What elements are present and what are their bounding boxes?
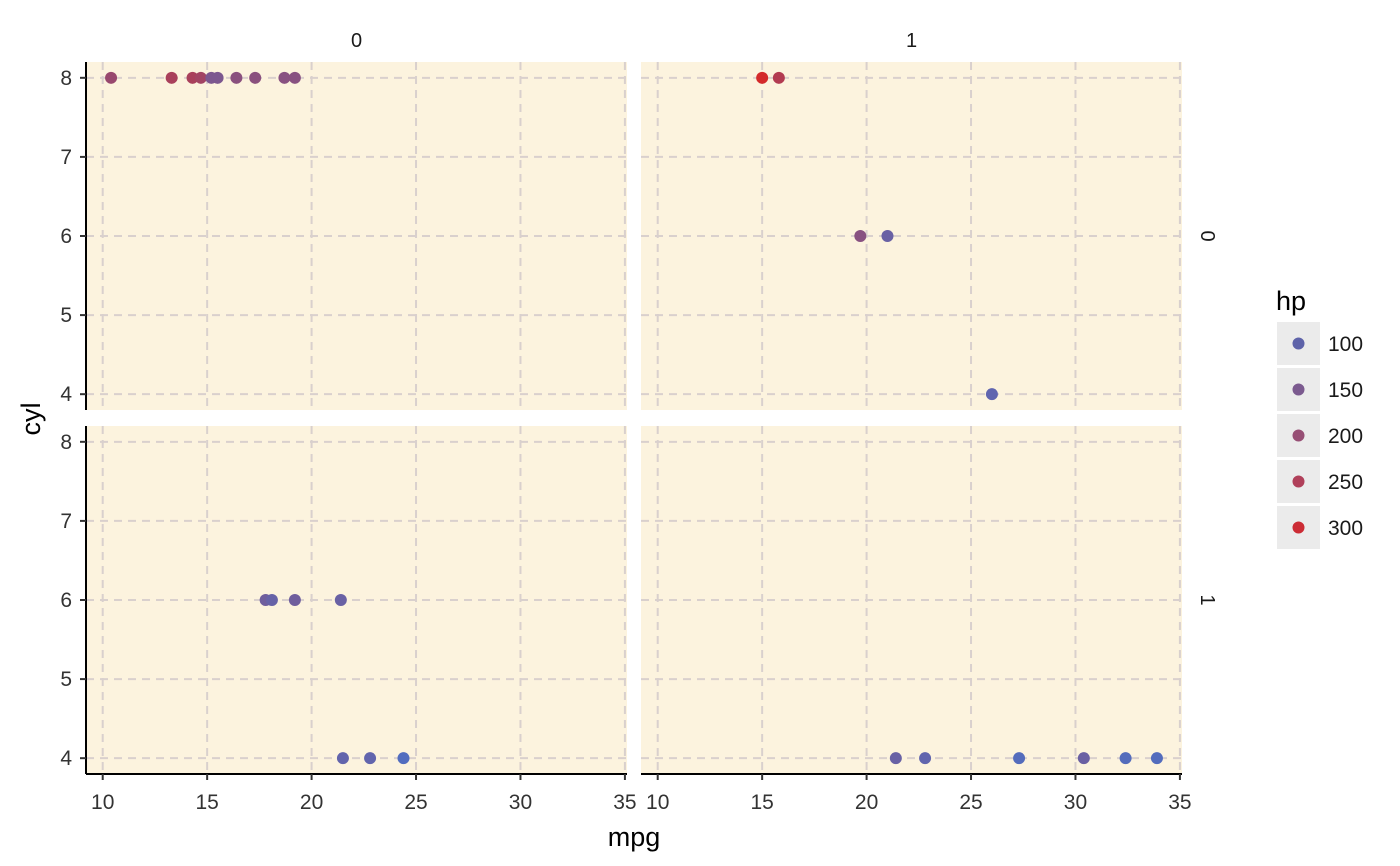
data-point <box>919 752 932 765</box>
strips-layer: 0 1 0 1 <box>351 30 1218 606</box>
legend-key-swatch <box>1292 383 1305 396</box>
y-tick-label: 4 <box>60 383 72 406</box>
data-point <box>985 388 998 401</box>
facet-strip-col-1: 1 <box>906 30 917 52</box>
facet-strip-row-1: 1 <box>1196 594 1218 605</box>
facet-strip-row-0: 0 <box>1196 230 1218 241</box>
panel-col0-row0 <box>86 62 627 410</box>
panel-col0-row1 <box>86 426 627 774</box>
legend-entry: 100 <box>1277 322 1363 365</box>
data-point <box>211 71 224 84</box>
x-tick-label: 30 <box>509 791 532 814</box>
legend-label: 150 <box>1328 379 1363 402</box>
x-tick-label: 20 <box>300 791 323 814</box>
y-tick-label: 6 <box>60 589 72 612</box>
data-point <box>1150 752 1163 765</box>
data-point <box>756 71 769 84</box>
data-point <box>336 752 349 765</box>
data-point <box>105 71 118 84</box>
data-point <box>165 71 178 84</box>
legend-key-swatch <box>1292 429 1305 442</box>
legend-label: 100 <box>1328 333 1363 356</box>
legend: hp 100 150 200 250 300 <box>1276 286 1363 549</box>
x-tick-label: 10 <box>91 791 114 814</box>
legend-entries: 100 150 200 250 300 <box>1277 322 1363 549</box>
legend-label: 200 <box>1328 425 1363 448</box>
legend-title: hp <box>1276 286 1306 316</box>
data-point <box>1077 752 1090 765</box>
panels-layer <box>86 62 1182 774</box>
legend-key-swatch <box>1292 475 1305 488</box>
x-axis-title: mpg <box>608 822 661 852</box>
data-point <box>230 71 243 84</box>
y-tick-label: 4 <box>60 747 72 770</box>
y-tick-label: 8 <box>60 67 72 90</box>
axes-layer: 4 5 6 7 8 4 5 6 7 8 10 15 20 25 30 35 10 15 20 25 30 35 <box>60 62 1192 814</box>
data-point <box>364 752 377 765</box>
x-tick-label: 25 <box>959 791 982 814</box>
y-axis-title: cyl <box>16 403 46 436</box>
legend-entry: 200 <box>1277 414 1363 457</box>
legend-key-swatch <box>1292 521 1305 534</box>
x-tick-label: 20 <box>855 791 878 814</box>
legend-entry: 150 <box>1277 368 1363 411</box>
legend-label: 250 <box>1328 471 1363 494</box>
panel-col1-row1 <box>641 426 1182 774</box>
y-tick-label: 7 <box>60 146 72 169</box>
data-point <box>265 594 278 606</box>
data-point <box>1119 752 1132 765</box>
x-tick-label: 35 <box>1168 791 1191 814</box>
data-point <box>1013 752 1026 765</box>
legend-entry: 300 <box>1277 506 1363 549</box>
x-tick-label: 30 <box>1064 791 1087 814</box>
legend-entry: 250 <box>1277 460 1363 503</box>
data-point <box>249 71 262 84</box>
x-tick-label: 15 <box>195 791 218 814</box>
x-tick-label: 10 <box>646 791 669 814</box>
data-point <box>881 230 894 242</box>
data-point <box>772 71 785 84</box>
data-point <box>278 71 291 84</box>
facet-strip-col-0: 0 <box>351 30 362 52</box>
y-tick-label: 5 <box>60 668 72 691</box>
x-tick-label: 25 <box>404 791 427 814</box>
legend-key-swatch <box>1292 337 1305 350</box>
data-point <box>397 752 410 765</box>
y-tick-label: 5 <box>60 304 72 327</box>
data-point <box>194 71 207 84</box>
y-tick-label: 6 <box>60 225 72 248</box>
data-point <box>186 71 199 84</box>
y-tick-label: 7 <box>60 510 72 533</box>
data-point <box>334 594 347 606</box>
data-point <box>889 752 902 765</box>
legend-label: 300 <box>1328 517 1363 540</box>
data-point <box>854 230 867 242</box>
x-tick-label: 35 <box>613 791 636 814</box>
x-tick-label: 15 <box>750 791 773 814</box>
data-point <box>288 594 301 606</box>
panel-col1-row0 <box>641 62 1182 410</box>
y-tick-label: 8 <box>60 431 72 454</box>
data-point <box>288 71 301 84</box>
